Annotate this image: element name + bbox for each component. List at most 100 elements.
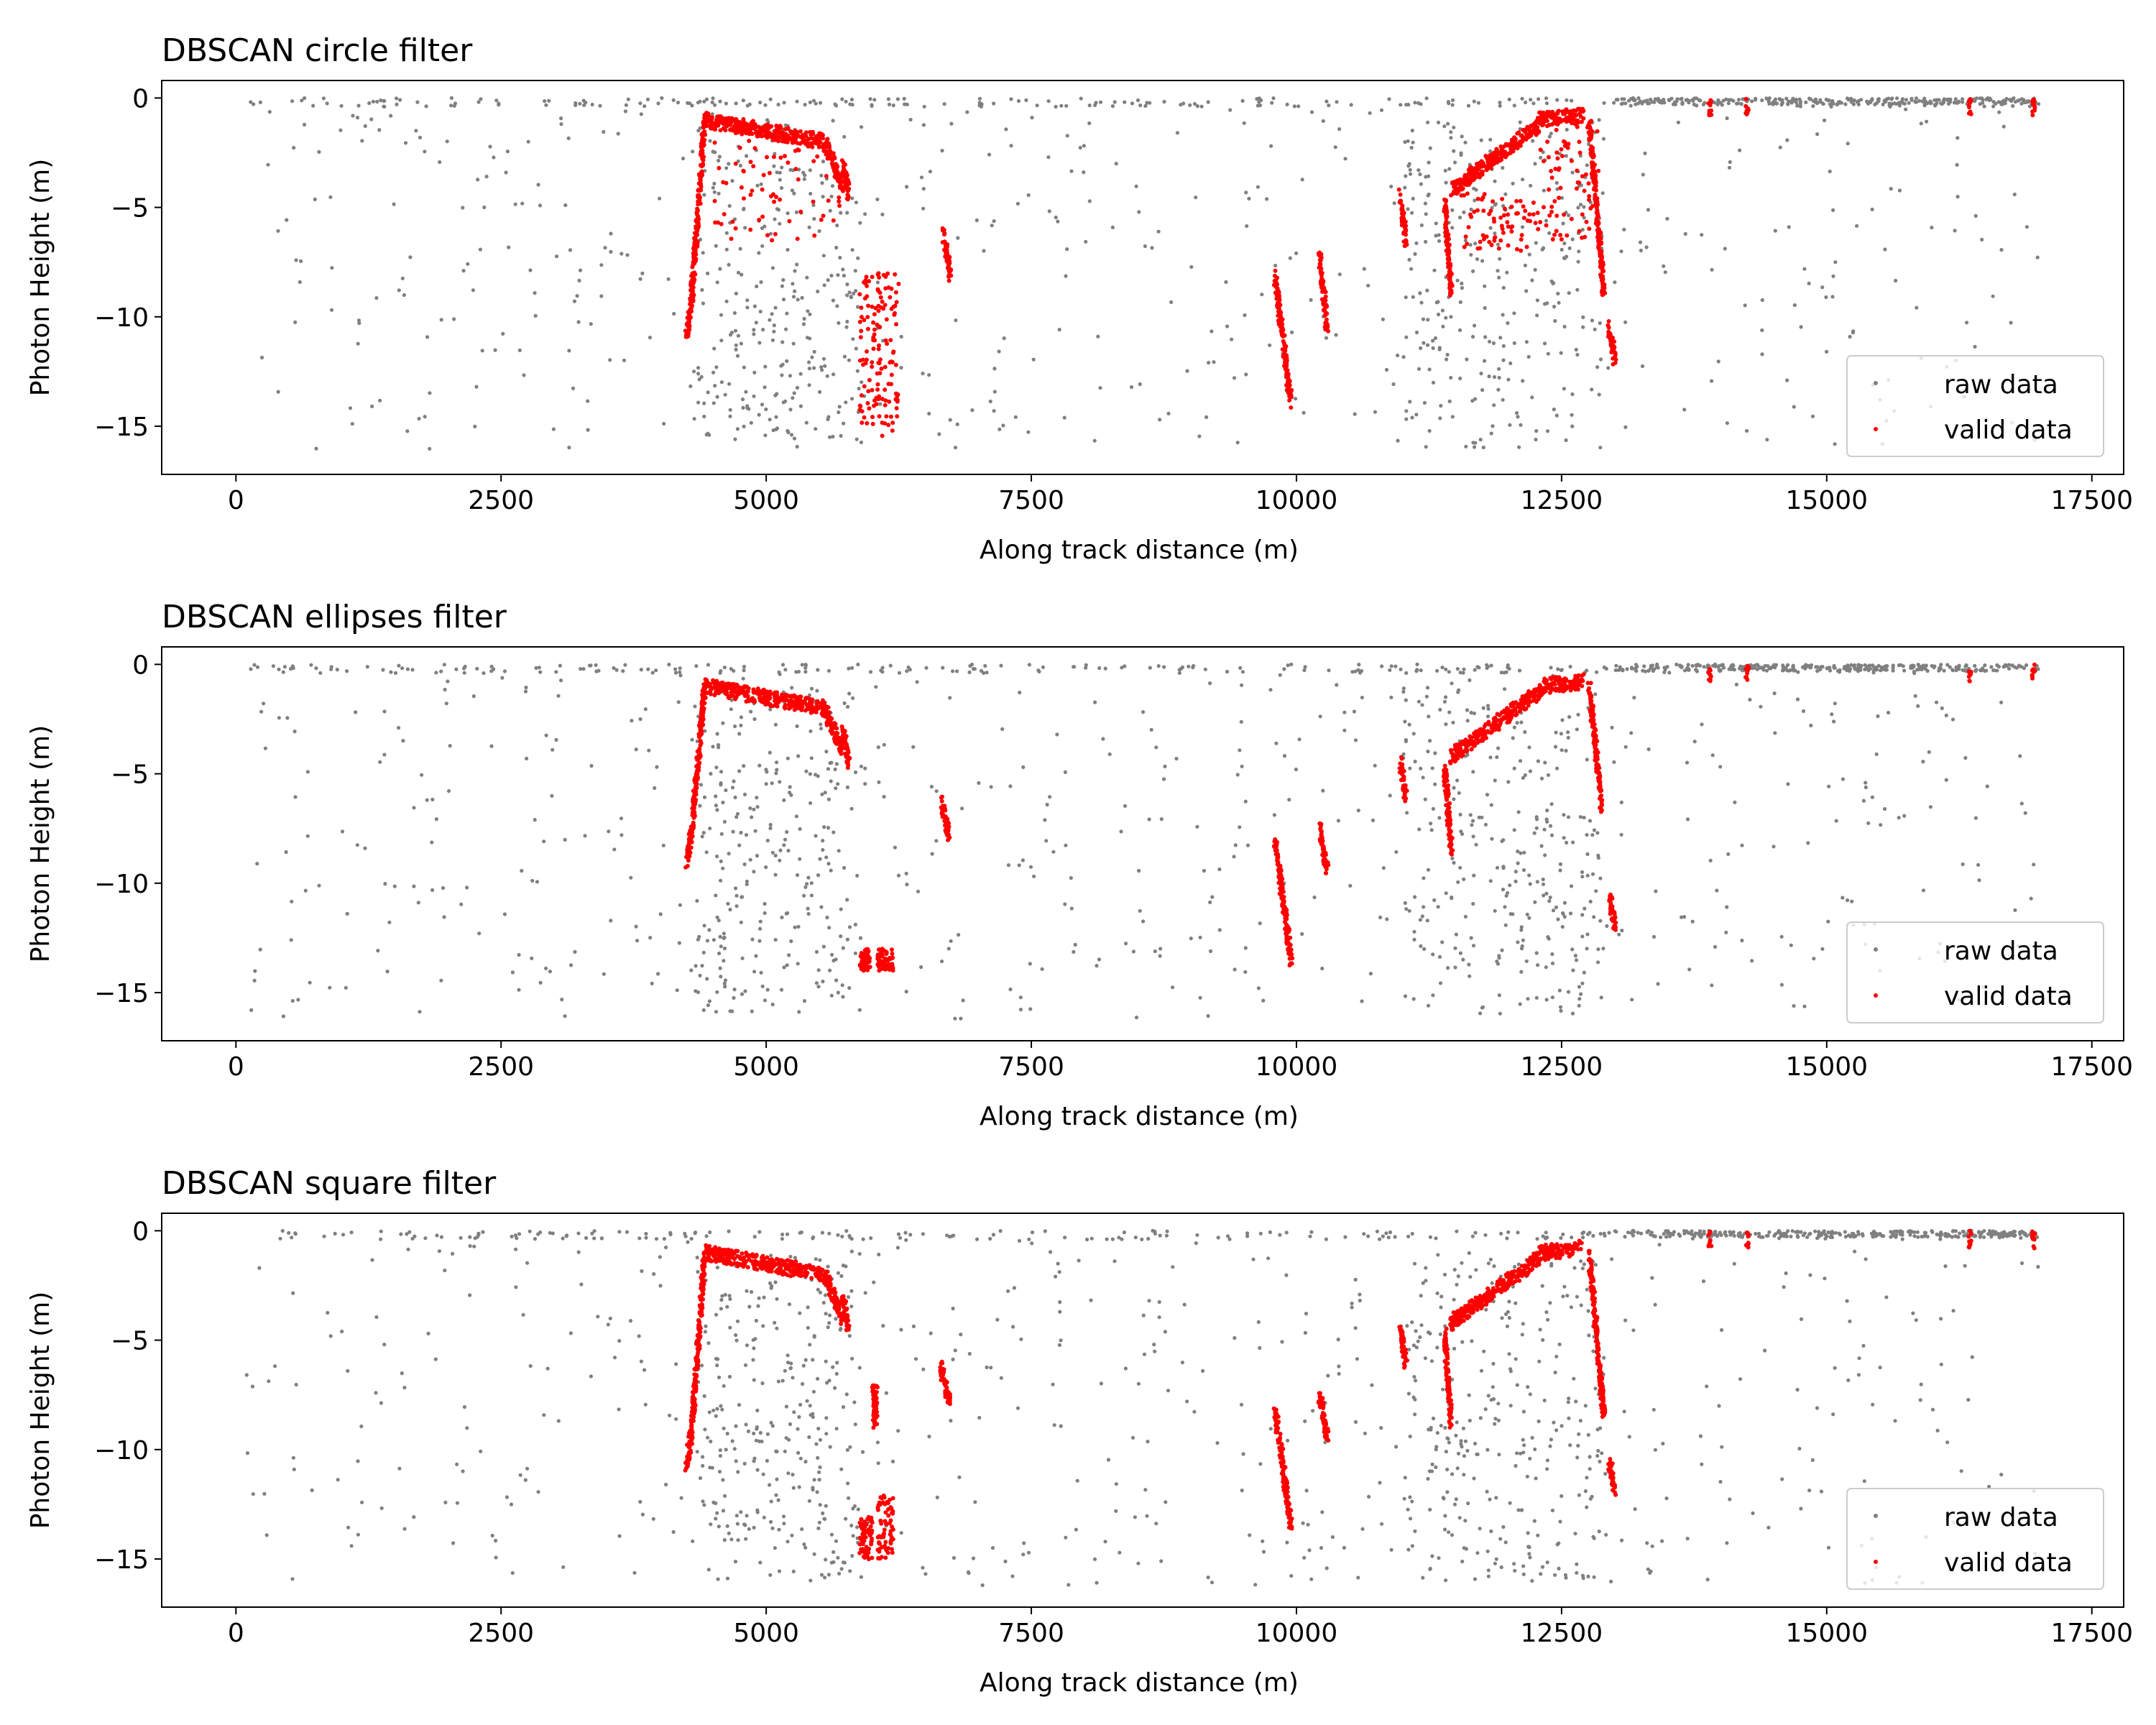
raw-point bbox=[1501, 397, 1505, 402]
valid-point bbox=[858, 335, 863, 340]
valid-point bbox=[1545, 111, 1550, 116]
raw-point bbox=[1533, 162, 1537, 166]
valid-point bbox=[1611, 344, 1616, 349]
raw-point bbox=[1534, 826, 1539, 830]
raw-point bbox=[1687, 967, 1692, 972]
raw-point bbox=[1541, 882, 1546, 886]
raw-point bbox=[348, 406, 353, 410]
valid-point bbox=[1565, 116, 1570, 121]
raw-point bbox=[1889, 187, 1893, 191]
raw-point bbox=[730, 179, 734, 183]
raw-point bbox=[1663, 270, 1667, 275]
valid-point bbox=[1284, 356, 1289, 362]
raw-point bbox=[837, 321, 841, 325]
raw-point bbox=[1469, 207, 1473, 211]
valid-point bbox=[1595, 226, 1600, 231]
raw-point bbox=[882, 794, 886, 799]
raw-point bbox=[1204, 415, 1209, 420]
raw-point bbox=[1559, 351, 1563, 355]
raw-point bbox=[1389, 695, 1393, 699]
raw-point bbox=[1297, 737, 1302, 742]
raw-point bbox=[745, 298, 750, 303]
raw-point bbox=[594, 663, 598, 667]
raw-point bbox=[1059, 104, 1064, 108]
valid-point bbox=[1595, 208, 1600, 213]
valid-point bbox=[1519, 133, 1524, 138]
raw-point bbox=[819, 905, 824, 909]
raw-point bbox=[1356, 668, 1360, 672]
raw-point bbox=[1723, 247, 1727, 251]
raw-point bbox=[293, 795, 298, 799]
raw-point bbox=[829, 868, 833, 873]
raw-point bbox=[1810, 414, 1815, 418]
raw-point bbox=[1554, 413, 1559, 418]
raw-point bbox=[1506, 665, 1510, 670]
valid-point bbox=[865, 420, 870, 426]
raw-point bbox=[809, 756, 814, 760]
raw-point bbox=[302, 122, 307, 126]
raw-point bbox=[1519, 947, 1524, 951]
raw-point bbox=[806, 911, 811, 916]
raw-point bbox=[1785, 378, 1789, 382]
raw-point bbox=[1516, 415, 1520, 419]
raw-point bbox=[534, 666, 538, 671]
raw-point bbox=[412, 806, 416, 810]
raw-point bbox=[1518, 120, 1522, 124]
valid-point bbox=[778, 155, 783, 160]
raw-point bbox=[1921, 888, 1926, 893]
raw-point bbox=[1425, 288, 1429, 293]
raw-point bbox=[1773, 229, 1777, 233]
raw-point bbox=[489, 669, 494, 673]
raw-point bbox=[1580, 934, 1585, 939]
raw-point bbox=[1458, 300, 1462, 304]
raw-point bbox=[1483, 359, 1487, 363]
raw-point bbox=[1135, 98, 1141, 103]
raw-point bbox=[566, 136, 571, 140]
raw-point bbox=[1145, 101, 1149, 105]
raw-point bbox=[863, 766, 867, 770]
raw-point bbox=[1379, 108, 1384, 112]
raw-point bbox=[444, 702, 448, 706]
valid-point bbox=[2030, 99, 2035, 104]
valid-point bbox=[837, 203, 842, 208]
valid-point bbox=[1503, 155, 1508, 160]
raw-point bbox=[814, 981, 819, 985]
raw-point bbox=[1512, 828, 1516, 832]
valid-point bbox=[1498, 215, 1503, 220]
raw-point bbox=[1576, 259, 1580, 264]
raw-point bbox=[1950, 717, 1955, 722]
raw-point bbox=[1489, 663, 1493, 668]
valid-point bbox=[819, 134, 823, 139]
raw-point bbox=[1461, 957, 1465, 962]
raw-point bbox=[802, 316, 806, 321]
valid-point bbox=[765, 233, 770, 238]
raw-point bbox=[1519, 928, 1524, 932]
raw-point bbox=[1153, 949, 1157, 954]
raw-point bbox=[1834, 819, 1838, 823]
raw-point bbox=[805, 275, 809, 280]
raw-point bbox=[768, 418, 772, 422]
valid-point bbox=[821, 213, 826, 218]
raw-point bbox=[711, 185, 715, 190]
raw-point bbox=[354, 710, 358, 714]
raw-point bbox=[392, 884, 397, 888]
raw-point bbox=[1189, 264, 1194, 269]
raw-point bbox=[847, 925, 852, 929]
raw-point bbox=[929, 784, 934, 789]
valid-point bbox=[838, 183, 843, 188]
raw-point bbox=[1610, 725, 1614, 730]
raw-point bbox=[314, 666, 318, 671]
raw-point bbox=[1682, 668, 1687, 673]
raw-point bbox=[719, 859, 723, 863]
raw-point bbox=[547, 98, 551, 103]
raw-point bbox=[533, 818, 537, 822]
raw-point bbox=[759, 280, 763, 285]
raw-point bbox=[732, 988, 737, 992]
raw-point bbox=[290, 998, 295, 1003]
raw-point bbox=[1477, 666, 1481, 670]
valid-point bbox=[712, 140, 717, 145]
raw-point bbox=[1662, 264, 1666, 268]
raw-point bbox=[715, 990, 719, 994]
raw-point bbox=[719, 783, 723, 787]
raw-point bbox=[1643, 151, 1647, 155]
